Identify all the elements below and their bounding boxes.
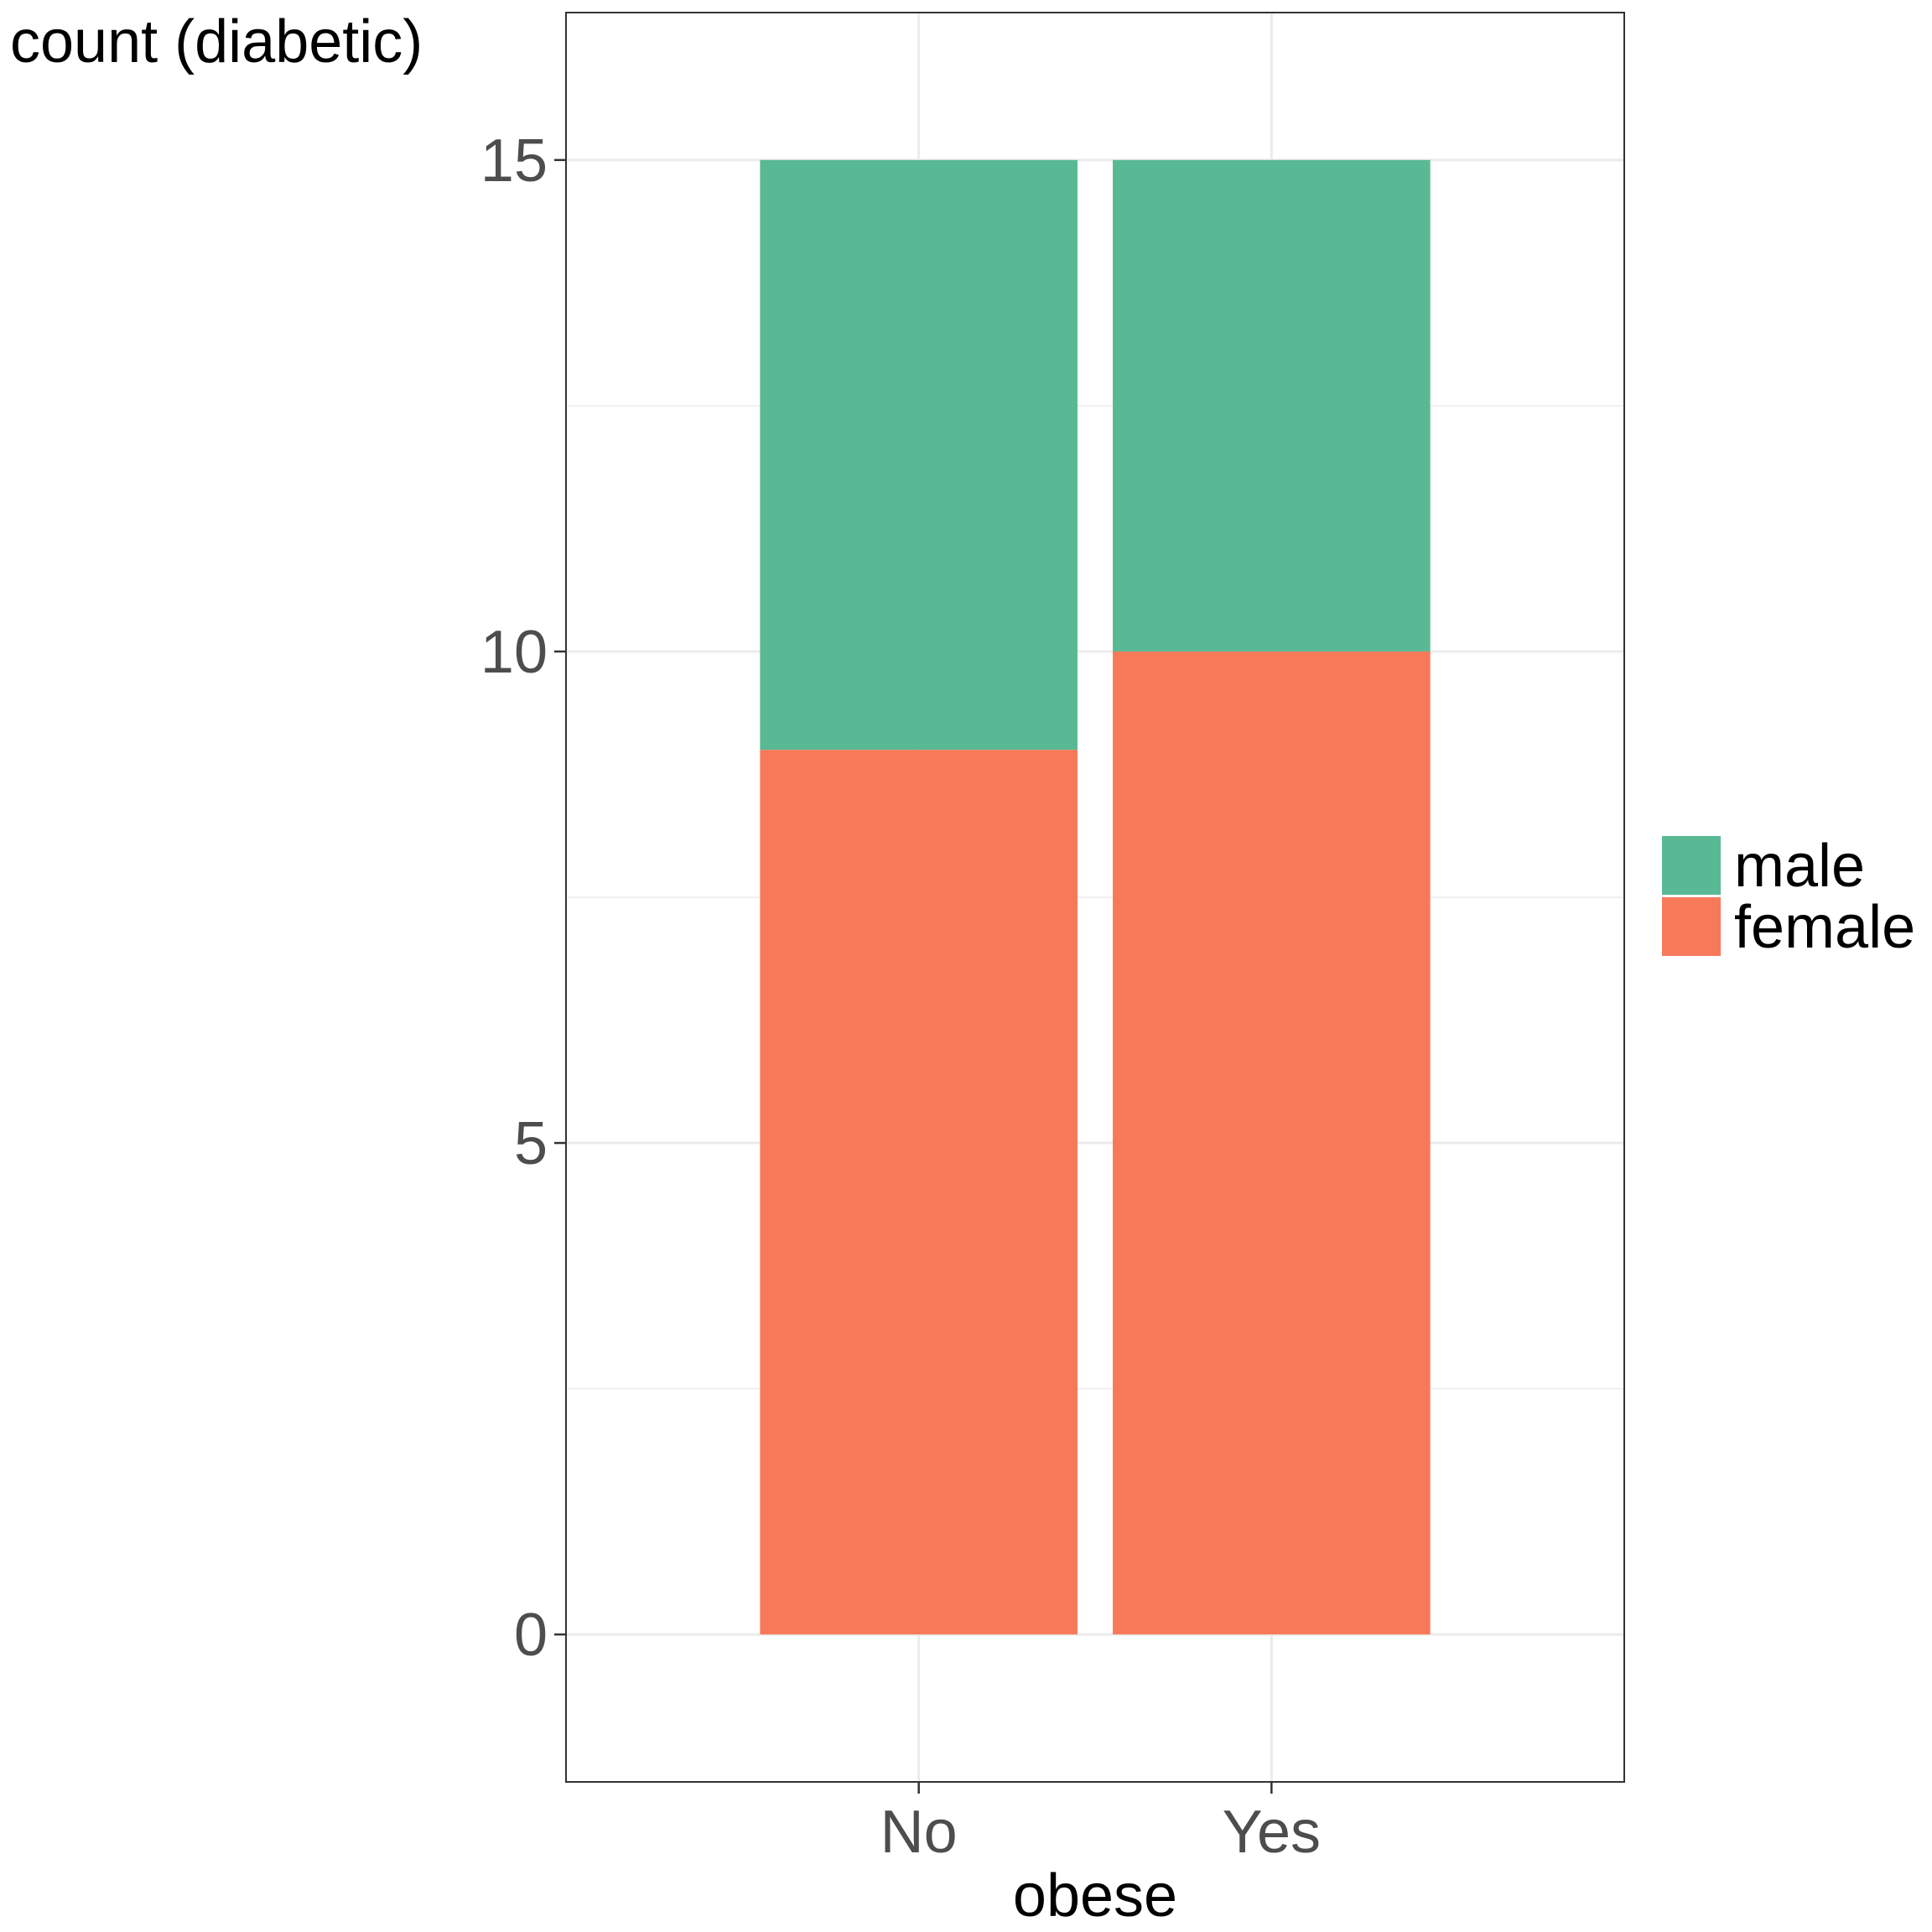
bar-male-no: [760, 159, 1078, 750]
legend-key-male: [1662, 836, 1721, 895]
legend-label-female: female: [1734, 894, 1915, 961]
legend-key-female: [1662, 897, 1721, 956]
x-tick-label: No: [880, 1799, 958, 1866]
y-tick-label: 10: [480, 619, 548, 686]
plot-panel-border: [565, 12, 1625, 1783]
axes: 0 5 10 15 No Yes: [480, 127, 1321, 1866]
bar-female-yes: [1113, 651, 1431, 1635]
y-axis-title: count (diabetic): [10, 8, 423, 75]
x-axis-title: obese: [1013, 1862, 1177, 1929]
bar-female-no: [760, 750, 1078, 1635]
bars: [760, 159, 1431, 1635]
bar-male-yes: [1113, 159, 1431, 652]
y-tick-label: 15: [480, 127, 548, 195]
y-tick-label: 5: [514, 1110, 548, 1177]
legend-label-male: male: [1734, 833, 1865, 900]
y-tick-label: 0: [514, 1602, 548, 1669]
x-tick-label: Yes: [1223, 1799, 1321, 1866]
